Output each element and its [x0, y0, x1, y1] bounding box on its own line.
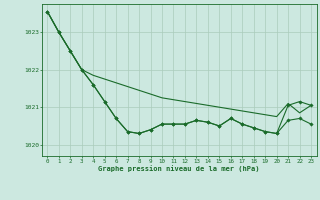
X-axis label: Graphe pression niveau de la mer (hPa): Graphe pression niveau de la mer (hPa)	[99, 165, 260, 172]
